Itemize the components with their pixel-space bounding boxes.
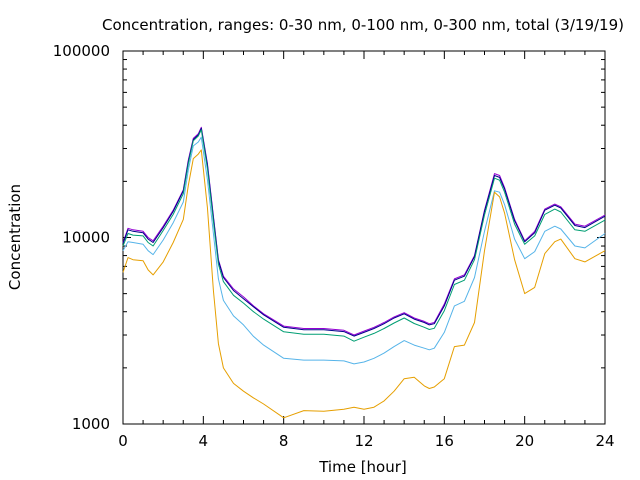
- series-layer: [122, 126, 606, 419]
- series-line: [122, 136, 606, 365]
- series-line: [122, 149, 606, 419]
- series-line: [122, 129, 606, 342]
- x-tick-label: 8: [279, 432, 289, 450]
- y-tick-label: 100000: [53, 42, 110, 60]
- series-line: [122, 127, 606, 337]
- x-tick-label: 4: [199, 432, 209, 450]
- x-tick-label: 12: [354, 432, 373, 450]
- series-line: [122, 126, 606, 336]
- y-axis-label: Concentration: [6, 184, 24, 290]
- axis-ticks: [122, 51, 606, 425]
- y-tick-label: 1000: [72, 415, 110, 433]
- x-axis-label: Time [hour]: [318, 458, 407, 476]
- chart-title: Concentration, ranges: 0-30 nm, 0-100 nm…: [102, 16, 624, 34]
- x-tick-label: 16: [435, 432, 454, 450]
- y-tick-labels: 1000 10000 100000: [53, 42, 110, 433]
- x-tick-label: 24: [595, 432, 614, 450]
- y-tick-label: 10000: [62, 229, 110, 247]
- x-tick-labels: 0 4 8 12 16 20 24: [118, 432, 614, 450]
- x-tick-label: 0: [118, 432, 128, 450]
- x-tick-label: 20: [515, 432, 534, 450]
